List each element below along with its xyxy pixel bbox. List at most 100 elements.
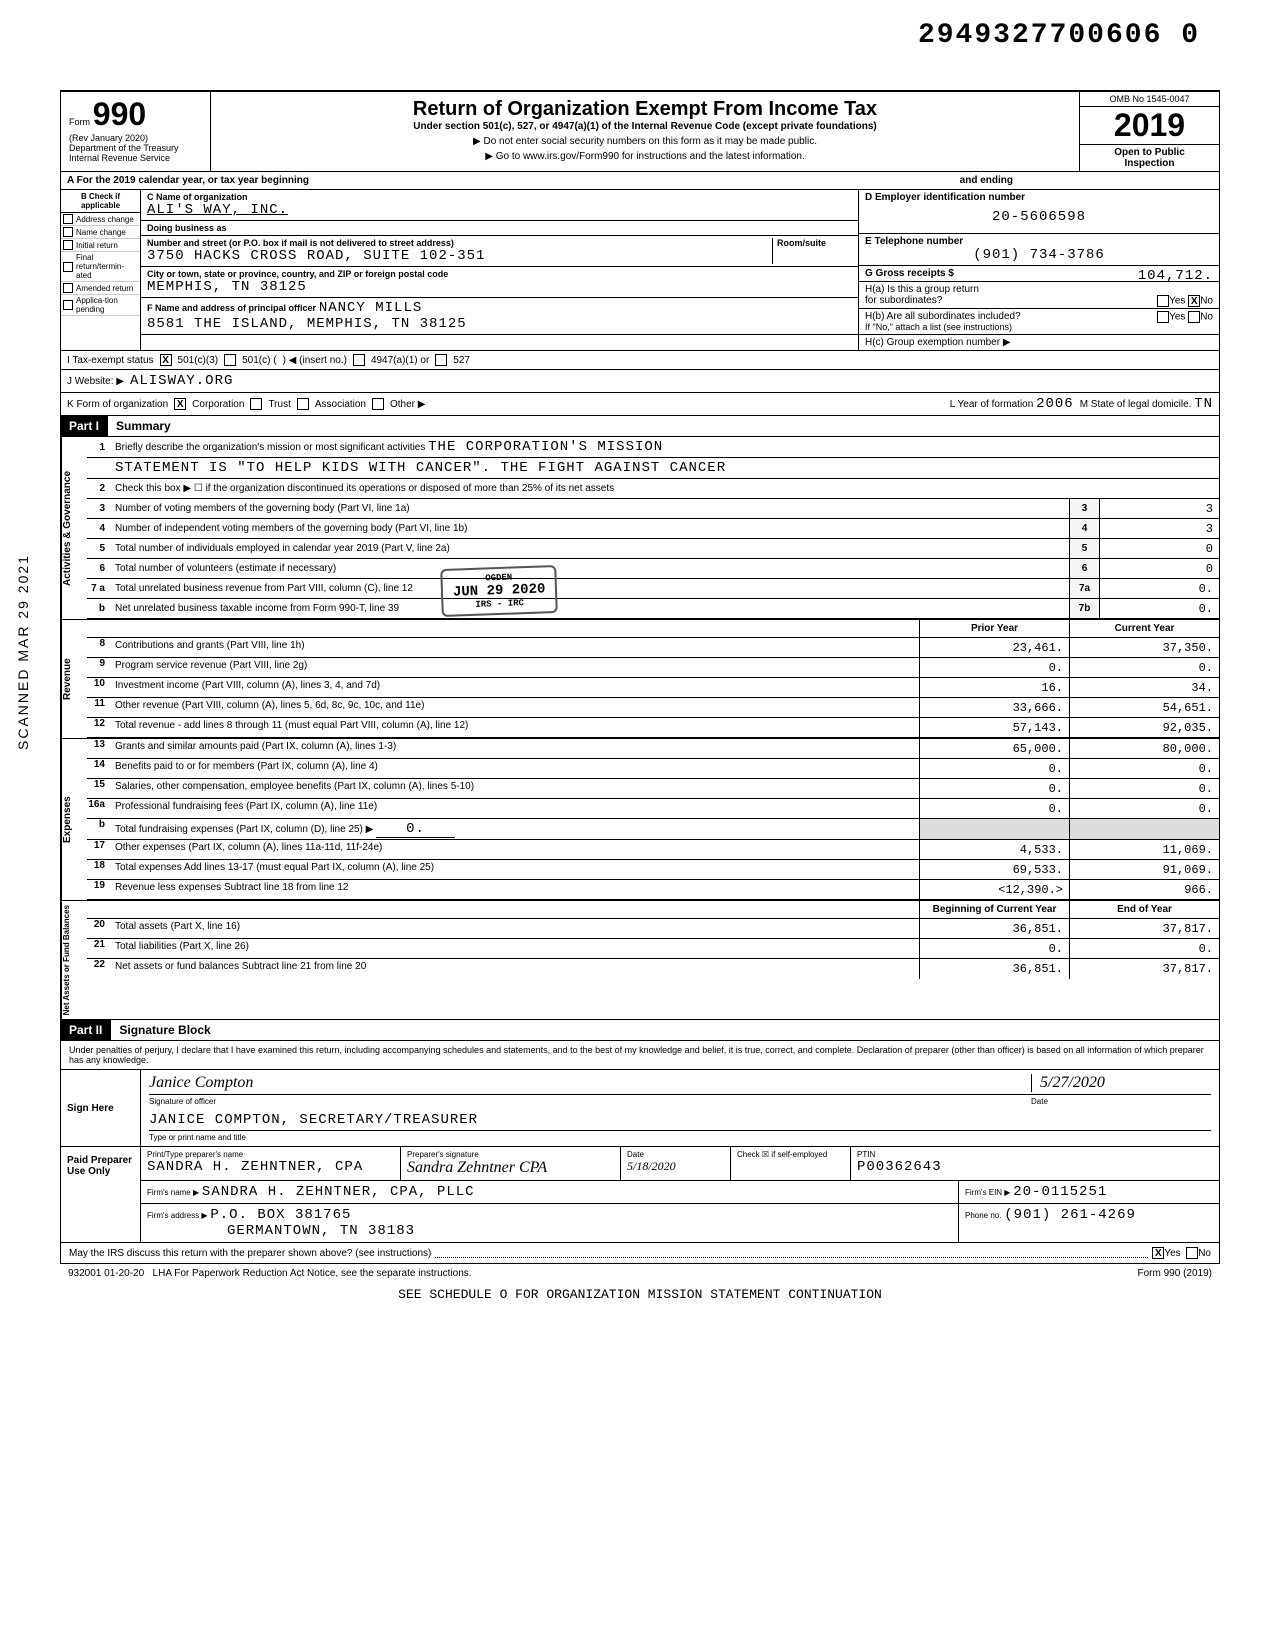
chk-527[interactable] <box>435 354 447 366</box>
chk-pending[interactable] <box>63 300 73 310</box>
l17-prior: 4,533. <box>919 840 1069 859</box>
l7b-num: b <box>87 603 111 614</box>
chk-501c3[interactable]: X <box>160 354 172 366</box>
section-net: Net Assets or Fund Balances <box>61 901 87 1019</box>
l12-curr: 92,035. <box>1069 718 1219 737</box>
officer-addr: 8581 THE ISLAND, MEMPHIS, TN 38125 <box>147 316 852 332</box>
city-label: City or town, state or province, country… <box>147 269 852 279</box>
l6-val: 0 <box>1099 559 1219 578</box>
officer-signature: Janice Compton <box>149 1074 253 1091</box>
chk-initial[interactable] <box>63 240 73 250</box>
l21-curr: 0. <box>1069 939 1219 958</box>
l7a-text: Total unrelated business revenue from Pa… <box>111 581 1069 596</box>
dba-label: Doing business as <box>147 223 852 233</box>
footer-lha: LHA For Paperwork Reduction Act Notice, … <box>153 1268 472 1279</box>
l16a-text: Professional fundraising fees (Part IX, … <box>111 799 919 818</box>
l19-prior: <12,390.> <box>919 880 1069 899</box>
l9-text: Program service revenue (Part VIII, line… <box>111 658 919 677</box>
l16b-num: b <box>87 819 111 839</box>
officer-label: F Name and address of principal officer <box>147 303 316 313</box>
hdr-end: End of Year <box>1069 901 1219 918</box>
chk-amended[interactable] <box>63 283 73 293</box>
l15-prior: 0. <box>919 779 1069 798</box>
firm-addr2: GERMANTOWN, TN 38183 <box>227 1223 415 1239</box>
chk-final-lbl: Final return/termin-ated <box>76 253 138 280</box>
org-name-label: C Name of organization <box>147 192 852 202</box>
officer-name: NANCY MILLS <box>319 300 422 316</box>
chk-trust[interactable] <box>250 398 262 410</box>
tax-year: 2019 <box>1080 107 1219 144</box>
chk-initial-lbl: Initial return <box>76 241 118 250</box>
chk-name[interactable] <box>63 227 73 237</box>
officer-name-title: JANICE COMPTON, SECRETARY/TREASURER <box>149 1112 478 1128</box>
may-yes-chk[interactable]: X <box>1152 1247 1164 1259</box>
l6-box: 6 <box>1069 559 1099 578</box>
l14-curr: 0. <box>1069 759 1219 778</box>
l12-num: 12 <box>87 718 111 737</box>
chk-final[interactable] <box>63 262 73 272</box>
chk-address[interactable] <box>63 214 73 224</box>
l9-prior: 0. <box>919 658 1069 677</box>
may-irs: May the IRS discuss this return with the… <box>69 1248 431 1259</box>
l8-prior: 23,461. <box>919 638 1069 657</box>
l4-text: Number of independent voting members of … <box>111 521 1069 536</box>
l18-text: Total expenses Add lines 13-17 (must equ… <box>111 860 919 879</box>
chk-name-lbl: Name change <box>76 228 126 237</box>
l13-text: Grants and similar amounts paid (Part IX… <box>111 739 919 758</box>
l11-prior: 33,666. <box>919 698 1069 717</box>
addr-label: Number and street (or P.O. box if mail i… <box>147 238 772 248</box>
l20-prior: 36,851. <box>919 919 1069 938</box>
form-subtitle: Under section 501(c), 527, or 4947(a)(1)… <box>221 121 1069 132</box>
i-insert: ) ◀ (insert no.) <box>283 355 347 366</box>
prep-sig-lbl: Preparer's signature <box>407 1150 614 1159</box>
l19-text: Revenue less expenses Subtract line 18 f… <box>111 880 919 899</box>
l22-curr: 37,817. <box>1069 959 1219 979</box>
ha-yes-lbl: Yes <box>1169 296 1185 307</box>
chk-4947[interactable] <box>353 354 365 366</box>
l14-text: Benefits paid to or for members (Part IX… <box>111 759 919 778</box>
l7b-text: Net unrelated business taxable income fr… <box>111 601 1069 616</box>
org-city: MEMPHIS, TN 38125 <box>147 279 852 295</box>
print-name-lbl: Print/Type preparer's name <box>147 1150 394 1159</box>
col-b-header: B Check if applicable <box>61 190 140 213</box>
chk-other[interactable] <box>372 398 384 410</box>
l12-prior: 57,143. <box>919 718 1069 737</box>
k-assoc: Association <box>315 399 366 410</box>
inspection: Inspection <box>1124 158 1174 169</box>
l22-num: 22 <box>87 959 111 979</box>
l9-num: 9 <box>87 658 111 677</box>
chk-501c[interactable] <box>224 354 236 366</box>
ha-yes[interactable] <box>1157 295 1169 307</box>
l9-curr: 0. <box>1069 658 1219 677</box>
dln-stamp: 2949327700606 0 <box>918 20 1200 51</box>
prep-date-lbl: Date <box>627 1150 724 1159</box>
k-other: Other ▶ <box>390 399 425 410</box>
firm-name: SANDRA H. ZEHNTNER, CPA, PLLC <box>202 1184 475 1200</box>
room-label: Room/suite <box>777 238 852 248</box>
may-no-chk[interactable] <box>1186 1247 1198 1259</box>
may-yes: Yes <box>1164 1248 1180 1259</box>
chk-corp[interactable]: X <box>174 398 186 410</box>
section-expenses: Expenses <box>61 739 87 900</box>
part2-hdr: Part II <box>61 1020 111 1040</box>
hb-yes[interactable] <box>1157 311 1169 323</box>
sig-disclaimer: Under penalties of perjury, I declare th… <box>61 1041 1219 1070</box>
l15-num: 15 <box>87 779 111 798</box>
type-print-lbl: Type or print name and title <box>149 1133 1211 1142</box>
stamp-date: JUN 29 2020 <box>453 581 546 600</box>
form-header: Form 990 (Rev January 2020) Department o… <box>60 90 1220 172</box>
form-rev: (Rev January 2020) <box>69 133 202 143</box>
chk-assoc[interactable] <box>297 398 309 410</box>
l8-text: Contributions and grants (Part VIII, lin… <box>111 638 919 657</box>
ha-no[interactable]: X <box>1188 295 1200 307</box>
l16a-num: 16a <box>87 799 111 818</box>
scan-stamp: SCANNED MAR 29 2021 <box>15 554 31 750</box>
part1-title: Summary <box>108 416 1219 436</box>
firm-addr1: P.O. BOX 381765 <box>210 1207 351 1223</box>
l8-num: 8 <box>87 638 111 657</box>
l18-num: 18 <box>87 860 111 879</box>
phone-val: (901) 261-4269 <box>1004 1207 1136 1223</box>
l7a-box: 7a <box>1069 579 1099 598</box>
website: ALISWAY.ORG <box>130 373 233 389</box>
hb-no[interactable] <box>1188 311 1200 323</box>
